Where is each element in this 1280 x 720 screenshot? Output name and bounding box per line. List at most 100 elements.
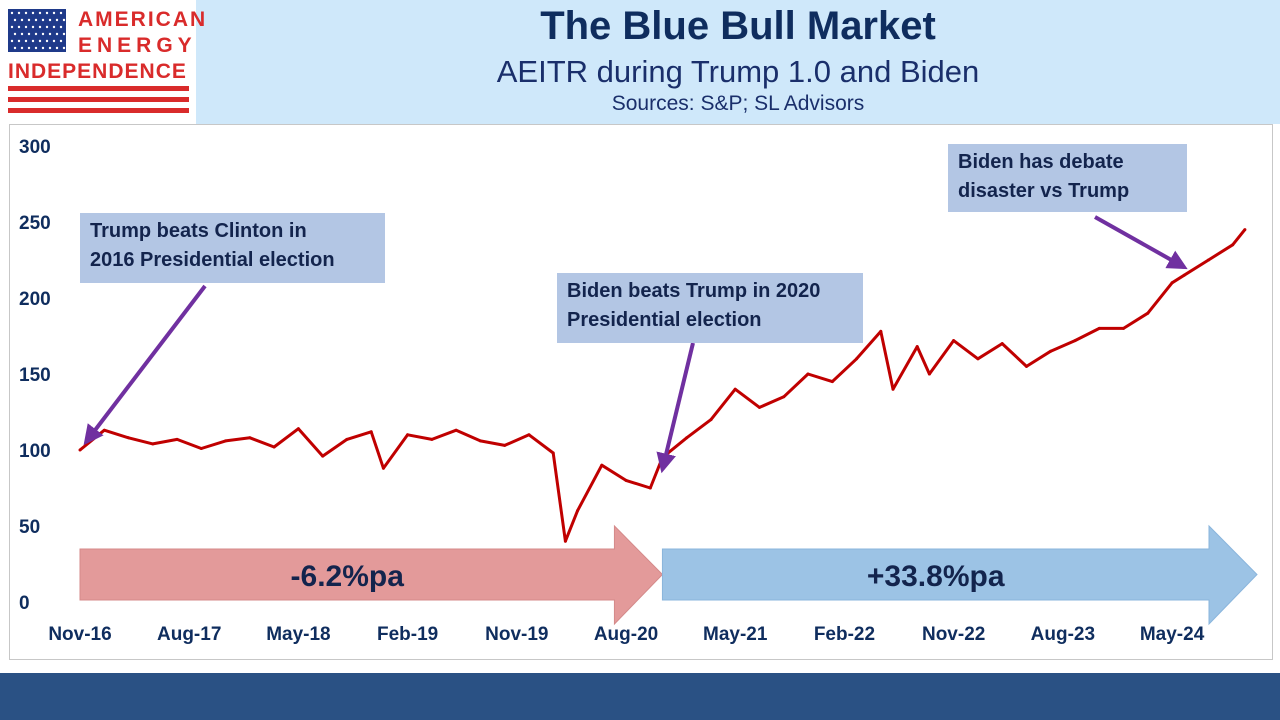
data-point <box>527 433 531 437</box>
y-tick-label: 0 <box>19 593 30 614</box>
data-point <box>1122 326 1125 330</box>
data-point <box>478 439 482 443</box>
data-point <box>952 339 956 343</box>
data-point <box>1182 273 1186 277</box>
annotation-box: Biden has debate disaster vs Trump <box>948 144 1187 212</box>
page-subtitle: AEITR during Trump 1.0 and Biden <box>496 54 980 89</box>
data-point <box>733 387 737 391</box>
annotation-line: Biden beats Trump in 2020 <box>567 280 821 302</box>
data-point <box>1049 349 1053 353</box>
star-icon <box>59 11 63 15</box>
data-point <box>600 463 604 467</box>
data-point <box>1146 311 1150 315</box>
annotation-arrow <box>1094 215 1188 270</box>
star-icon <box>45 11 49 15</box>
star-icon <box>41 46 45 50</box>
footer-bar <box>0 673 1280 720</box>
data-point <box>406 433 410 437</box>
star-icon <box>20 32 24 36</box>
annotation-line: Biden has debate <box>958 151 1124 173</box>
annotation-box: Biden beats Trump in 2020 Presidential e… <box>557 273 863 343</box>
page-title: The Blue Bull Market <box>540 4 936 48</box>
star-icon <box>27 46 31 50</box>
annotation-line: Trump beats Clinton in <box>90 220 307 242</box>
data-point <box>576 509 579 513</box>
header-banner: AMERICAN ENERGY INDEPENDENCE The Blue Bu… <box>0 0 1280 124</box>
star-icon <box>10 25 14 29</box>
data-point <box>102 428 106 432</box>
x-tick-label: Aug-20 <box>594 624 658 645</box>
star-icon <box>13 18 17 22</box>
star-icon <box>38 11 42 15</box>
data-point <box>830 380 834 384</box>
data-point <box>1243 228 1247 232</box>
sources-note: Sources: S&P; SL Advisors <box>611 92 865 115</box>
data-point <box>624 478 628 482</box>
x-tick-label: Aug-23 <box>1031 624 1095 645</box>
data-point <box>855 357 859 361</box>
star-icon <box>55 18 59 22</box>
y-tick-label: 50 <box>19 517 40 538</box>
x-tick-label: Feb-19 <box>377 624 438 645</box>
star-icon <box>52 11 56 15</box>
star-icon <box>27 32 31 36</box>
star-icon <box>45 25 49 29</box>
annotation-arrow <box>83 284 207 446</box>
annotation-arrow <box>656 342 695 474</box>
x-tick-label: Nov-19 <box>485 624 548 645</box>
star-icon <box>17 11 21 15</box>
x-tick-label: May-21 <box>703 624 768 645</box>
star-icon <box>13 46 17 50</box>
star-icon <box>62 46 66 50</box>
x-axis: Nov-16 Aug-17 May-18 Feb-19 Nov-19 Aug-20 May-… <box>48 624 1204 645</box>
data-point <box>1231 243 1235 247</box>
star-icon <box>20 18 24 22</box>
annotation-arrows <box>83 215 1188 474</box>
logo-line-3: INDEPENDENCE <box>8 60 187 83</box>
star-icon <box>34 18 38 22</box>
return-band-arrow <box>661 524 1258 626</box>
star-icon <box>62 32 66 36</box>
star-icon <box>27 18 31 22</box>
data-point <box>345 437 349 441</box>
star-icon <box>20 46 24 50</box>
data-point <box>78 448 82 452</box>
annotation-line: disaster vs Trump <box>958 180 1130 202</box>
y-tick-label: 150 <box>19 365 51 386</box>
data-point <box>1000 342 1004 346</box>
data-point <box>915 345 919 349</box>
annotation-box: Trump beats Clinton in 2016 Presidential… <box>80 213 385 283</box>
return-band-label: -6.2%pa <box>291 560 405 593</box>
y-tick-label: 300 <box>19 137 51 158</box>
data-point <box>175 437 179 441</box>
data-point <box>1207 258 1210 262</box>
star-icon <box>59 39 63 43</box>
logo-stripe <box>8 86 189 91</box>
annotation-line: Presidential election <box>567 309 762 331</box>
data-point <box>648 486 652 490</box>
star-icon <box>24 11 28 15</box>
star-icon <box>52 39 56 43</box>
annotation-line: 2016 Presidential election <box>90 249 335 271</box>
star-icon <box>62 18 66 22</box>
x-tick-label: Nov-22 <box>922 624 985 645</box>
star-icon <box>13 32 17 36</box>
data-point <box>151 442 155 446</box>
logo-line-1: AMERICAN <box>78 8 208 31</box>
star-icon <box>10 39 14 43</box>
x-tick-label: May-18 <box>266 624 330 645</box>
data-point <box>296 427 300 431</box>
data-point <box>891 387 895 391</box>
data-point <box>224 439 228 443</box>
data-point <box>758 405 761 409</box>
return-band-label: +33.8%pa <box>867 560 1005 593</box>
star-icon <box>48 18 52 22</box>
logo-stripe <box>8 108 189 113</box>
star-icon <box>24 25 28 29</box>
star-icon <box>48 46 52 50</box>
data-point <box>1073 339 1077 343</box>
star-icon <box>24 39 28 43</box>
data-point <box>1025 364 1028 368</box>
star-icon <box>41 18 45 22</box>
y-axis: 0 50 100 150 200 250 300 <box>19 137 51 614</box>
